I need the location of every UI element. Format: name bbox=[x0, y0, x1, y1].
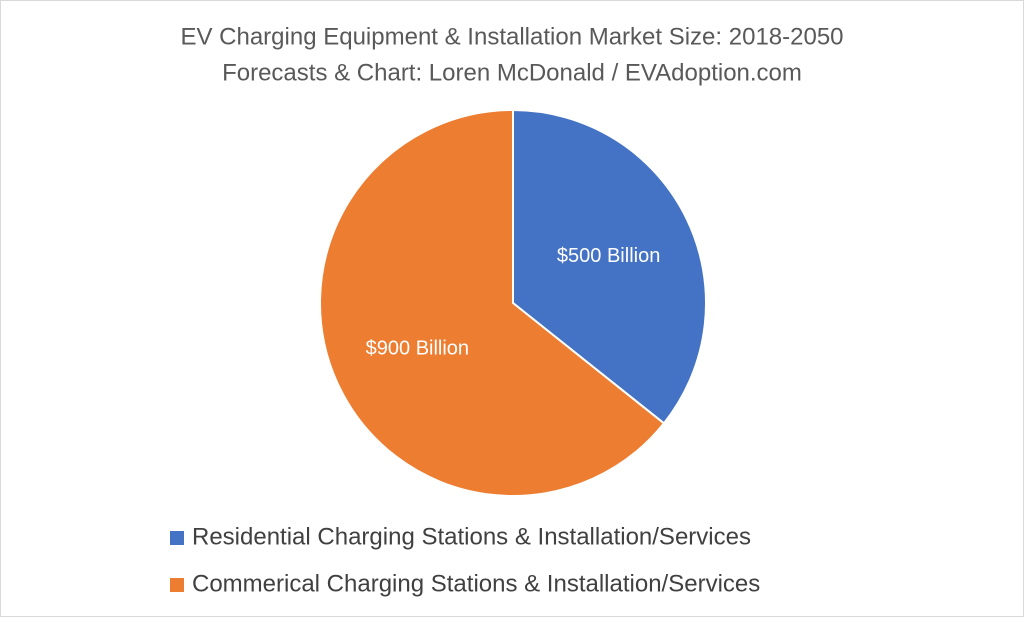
pie-slice bbox=[319, 108, 666, 497]
legend-label: Residential Charging Stations & Installa… bbox=[192, 523, 751, 550]
legend-swatch bbox=[170, 578, 184, 592]
value-label: $500 Billion bbox=[557, 245, 660, 267]
chart-title: EV Charging Equipment & Installation Mar… bbox=[180, 23, 843, 50]
chart-subtitle: Forecasts & Chart: Loren McDonald / EVAd… bbox=[222, 59, 802, 86]
pie-slice bbox=[512, 108, 707, 425]
legend-label: Commerical Charging Stations & Installat… bbox=[192, 570, 760, 597]
value-label: $900 Billion bbox=[366, 337, 469, 359]
legend-swatch bbox=[170, 531, 184, 545]
